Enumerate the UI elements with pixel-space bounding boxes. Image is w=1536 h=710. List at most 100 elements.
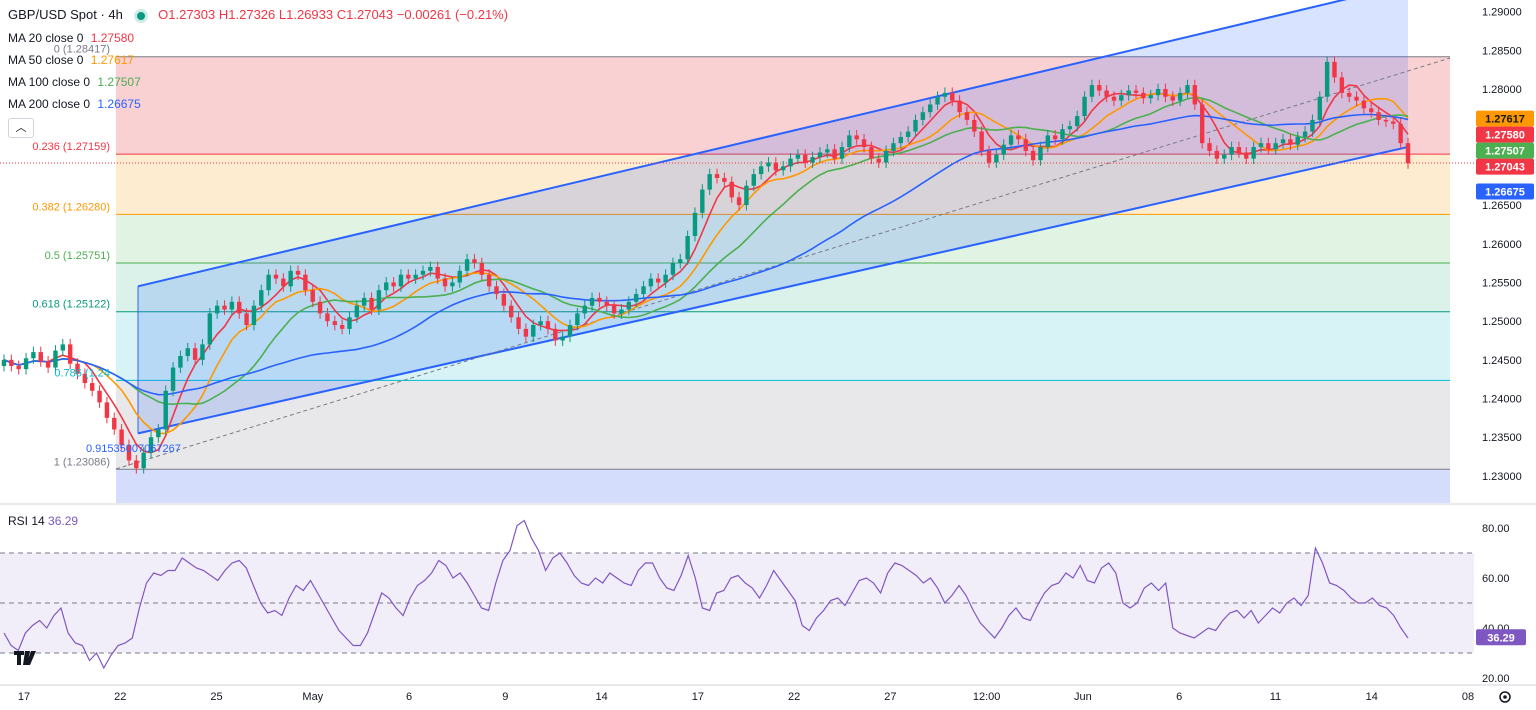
candle-body — [1280, 139, 1286, 144]
candle-body — [1001, 144, 1006, 155]
x-tick-label: 27 — [884, 691, 896, 703]
candle-body — [942, 92, 948, 97]
candle-body — [803, 154, 808, 163]
candle-body — [494, 286, 499, 295]
price-label: 1.27580 — [1485, 130, 1525, 142]
y-tick-label: 1.24000 — [1482, 394, 1522, 406]
fib-label: 0.236 (1.27159) — [32, 141, 110, 153]
candle-body — [950, 92, 955, 101]
candle-body — [736, 197, 742, 206]
legend-ma200[interactable]: MA 200 close 0 1.26675 — [8, 97, 141, 111]
candle-body — [1258, 143, 1264, 148]
channel-upper-line — [137, 0, 1348, 288]
candle-body — [303, 274, 308, 291]
candle-body — [281, 278, 286, 287]
candle-body — [957, 100, 962, 113]
candle-body — [773, 162, 779, 171]
candle-body — [1030, 150, 1036, 161]
ohlc-close: C1.27043 — [336, 7, 394, 22]
candle-body — [1192, 85, 1198, 105]
candle-body — [516, 317, 521, 329]
candle-body — [192, 348, 198, 360]
candle-body — [876, 158, 881, 163]
candle-body — [1060, 129, 1065, 140]
candle-body — [508, 305, 514, 318]
candle-body — [1082, 96, 1087, 117]
candle-body — [266, 274, 271, 291]
symbol-header: GBP/USD Spot · 4h O1.27303 H1.27326 L1.2… — [8, 7, 508, 22]
fib-label: 0.618 (1.25122) — [32, 299, 110, 311]
legend-ma100[interactable]: MA 100 close 0 1.27507 — [8, 75, 141, 89]
rsi-legend[interactable]: RSI 14 36.29 — [8, 514, 78, 528]
time-axis: 17 22 25 May 6 9 14 17 22 27 12:00 Jun 6 11 14 08 — [0, 684, 1536, 703]
candle-body — [751, 174, 756, 186]
candle-body — [1111, 96, 1117, 101]
x-tick-label: 9 — [502, 691, 508, 703]
candle-body — [295, 270, 301, 275]
candle-body — [1214, 150, 1220, 159]
y-tick-label: 1.26000 — [1482, 239, 1522, 251]
candle-body — [589, 297, 595, 306]
legend-label: MA 100 close 0 — [8, 75, 91, 89]
candle-body — [633, 294, 639, 302]
y-tick-label: 1.28000 — [1482, 84, 1522, 96]
candle-body — [1332, 61, 1337, 78]
rsi-tick-label: 60.00 — [1482, 573, 1510, 585]
candle-body — [1354, 96, 1359, 101]
candle-body — [780, 166, 786, 171]
candle-body — [523, 328, 529, 337]
candle-body — [1398, 123, 1403, 144]
candle-body — [758, 166, 764, 175]
candle-body — [788, 158, 793, 167]
candle-body — [214, 305, 220, 314]
candle-body — [1170, 96, 1175, 101]
y-tick-label: 1.24500 — [1482, 355, 1522, 367]
legend-ma50[interactable]: MA 50 close 0 1.27617 — [8, 53, 134, 67]
x-tick-label: 14 — [595, 691, 607, 703]
candle-body — [45, 361, 51, 368]
collapse-legend-button[interactable]: ︿ — [8, 118, 34, 138]
y-tick-label: 1.28500 — [1482, 45, 1522, 57]
candle-body — [1302, 131, 1308, 137]
settings-gear-icon[interactable] — [1499, 691, 1511, 703]
candle-body — [1199, 104, 1205, 144]
y-tick-label: 1.25000 — [1482, 316, 1522, 328]
candle-body — [744, 185, 749, 206]
candle-body — [90, 383, 95, 391]
candle-body — [1361, 100, 1367, 109]
candle-body — [847, 135, 852, 148]
symbol-title[interactable]: GBP/USD Spot · 4h — [8, 7, 123, 22]
tradingview-logo-icon[interactable] — [14, 648, 40, 671]
candle-body — [1133, 90, 1139, 93]
candle-body — [972, 119, 977, 132]
candle-body — [1405, 143, 1411, 164]
ma-line — [3, 96, 1409, 406]
candle-body — [31, 352, 36, 359]
x-tick-label: Jun — [1074, 691, 1092, 703]
candle-body — [538, 321, 543, 326]
legend-ma20[interactable]: MA 20 close 0 1.27580 — [8, 31, 134, 45]
candle-body — [722, 177, 727, 182]
candle-body — [1097, 85, 1102, 91]
candle-body — [648, 278, 654, 287]
candle-body — [1119, 95, 1124, 101]
candle-body — [163, 390, 168, 430]
candle-body — [927, 104, 933, 113]
y-tick-label: 1.29000 — [1482, 7, 1522, 19]
candle-body — [531, 325, 536, 337]
rsi-pane — [0, 519, 1474, 670]
legend-value: 1.27507 — [97, 75, 141, 89]
x-tick-label: 22 — [114, 691, 126, 703]
candle-body — [729, 181, 734, 198]
x-tick-label: May — [302, 691, 323, 703]
x-tick-label: 17 — [692, 691, 704, 703]
candle-body — [1391, 121, 1396, 124]
candle-body — [1222, 154, 1227, 159]
candle-body — [435, 266, 440, 279]
rsi-value-box — [1476, 629, 1526, 646]
candle-body — [905, 131, 911, 137]
candle-body — [67, 344, 73, 364]
candle-body — [832, 149, 837, 159]
